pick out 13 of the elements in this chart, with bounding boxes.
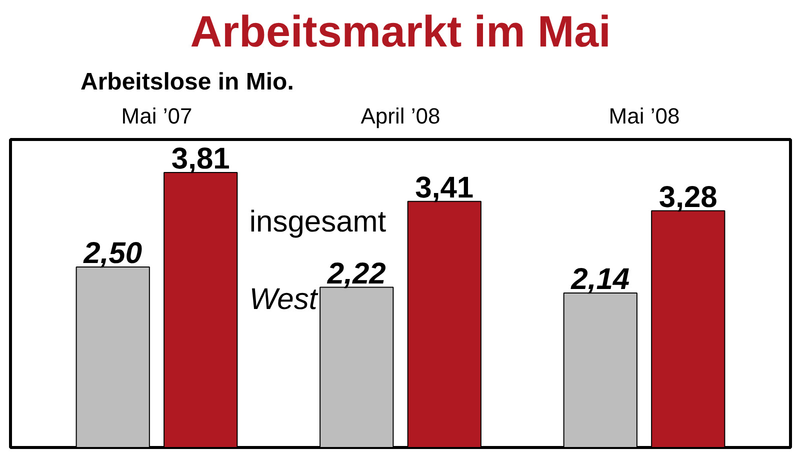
data-label: 3,41 (415, 171, 474, 204)
x-tick-label: Mai ’08 (608, 104, 680, 128)
chart-subtitle: Arbeitslose in Mio. (80, 68, 294, 96)
chart-title: Arbeitsmarkt im Mai (190, 8, 611, 56)
data-label: 2,50 (82, 237, 142, 270)
data-label: 2,14 (570, 263, 630, 296)
x-tick-label: April ’08 (360, 104, 440, 128)
data-label: 3,28 (658, 180, 718, 214)
series-label: West (249, 283, 319, 316)
data-label: 2,22 (326, 257, 386, 290)
series-label: insgesamt (249, 206, 387, 238)
data-label: 3,81 (171, 142, 230, 176)
x-tick-label: Mai ’07 (121, 104, 192, 128)
